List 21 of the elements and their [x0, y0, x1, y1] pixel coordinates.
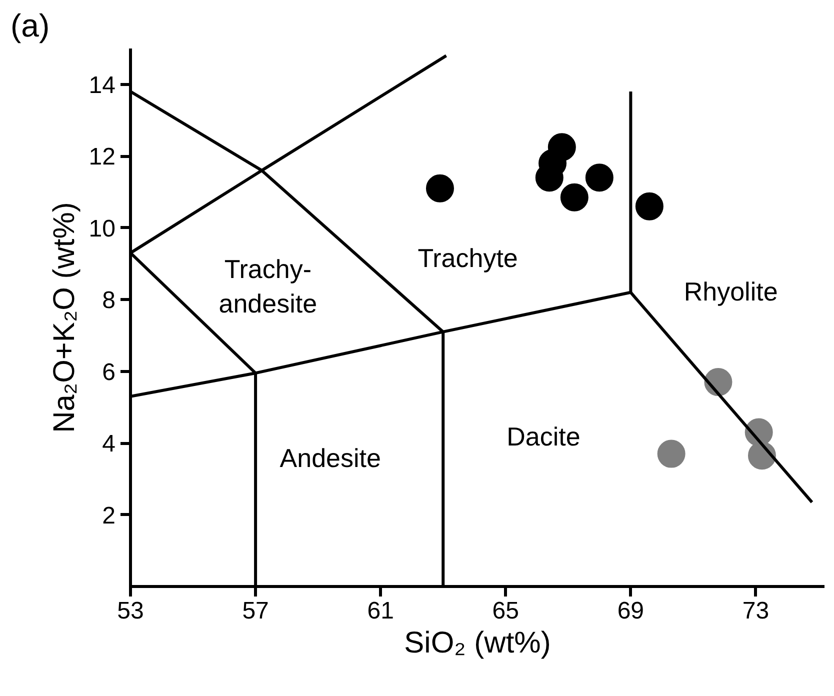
y-tick-label: 10: [88, 215, 116, 242]
annotation: Trachyte: [418, 242, 518, 273]
annotation: Rhyolite: [684, 276, 778, 307]
annotation: Andesite: [280, 442, 381, 473]
x-tick-label: 61: [367, 598, 394, 624]
x-tick-label: 73: [742, 598, 770, 624]
y-tick-label: 8: [102, 287, 116, 314]
y-tick-label: 14: [88, 72, 116, 99]
annotation: Dacite: [506, 421, 580, 452]
annotation: Trachy- andesite: [218, 254, 318, 319]
y-axis-title: Na₂O+K₂O (wt%): [48, 202, 81, 433]
x-tick-label: 57: [242, 598, 269, 624]
x-tick-label: 69: [617, 598, 644, 624]
y-tick-label: 12: [88, 144, 116, 171]
x-axis-title: SiO₂ (wt%): [404, 626, 551, 660]
y-tick-label: 4: [102, 430, 116, 458]
y-tick-label: 6: [102, 358, 116, 386]
x-tick-label: 53: [117, 598, 144, 624]
y-tick-label: 2: [102, 502, 116, 530]
x-tick-label: 65: [492, 598, 519, 624]
text: (a): [10, 8, 50, 44]
